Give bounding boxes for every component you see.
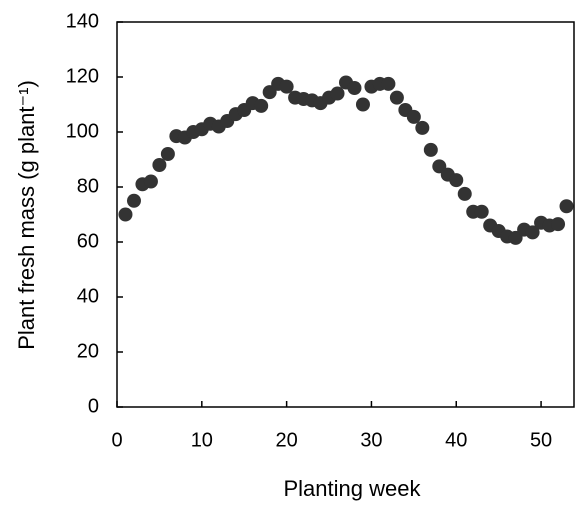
x-tick-label: 30 (360, 429, 382, 451)
y-tick-label: 0 (88, 395, 99, 417)
data-point (474, 204, 489, 219)
plot-frame (116, 21, 575, 408)
data-point (559, 199, 574, 214)
data-point (160, 147, 175, 161)
x-axis-label: Planting week (284, 476, 422, 501)
data-point (254, 98, 269, 113)
y-tick-label: 60 (77, 230, 99, 252)
data-point (457, 186, 472, 201)
y-tick-label: 20 (77, 340, 99, 362)
data-point (423, 142, 438, 157)
data-point (330, 86, 345, 101)
data-point (152, 158, 167, 172)
x-tick-label: 50 (530, 429, 552, 451)
data-point (118, 207, 133, 222)
x-tick-label: 10 (191, 429, 213, 451)
data-point (347, 81, 362, 95)
y-tick-label: 40 (77, 285, 99, 307)
y-tick-label: 100 (66, 120, 99, 142)
y-tick-label: 140 (66, 10, 99, 32)
data-point (449, 173, 464, 188)
data-point (381, 76, 396, 91)
data-point (525, 225, 540, 240)
data-point (415, 120, 430, 135)
data-point (551, 217, 566, 232)
data-point (389, 90, 404, 105)
x-tick-label: 0 (111, 429, 122, 451)
data-point (126, 193, 141, 208)
data-point (143, 174, 158, 189)
y-axis-label: Plant fresh mass (g plant⁻¹) (14, 80, 39, 350)
x-tick-label: 40 (445, 429, 467, 451)
y-tick-label: 120 (66, 65, 99, 87)
y-tick-label: 80 (77, 175, 99, 197)
data-point (279, 79, 294, 94)
data-point (406, 109, 421, 124)
x-tick-label: 20 (276, 429, 298, 451)
data-point (355, 97, 370, 112)
